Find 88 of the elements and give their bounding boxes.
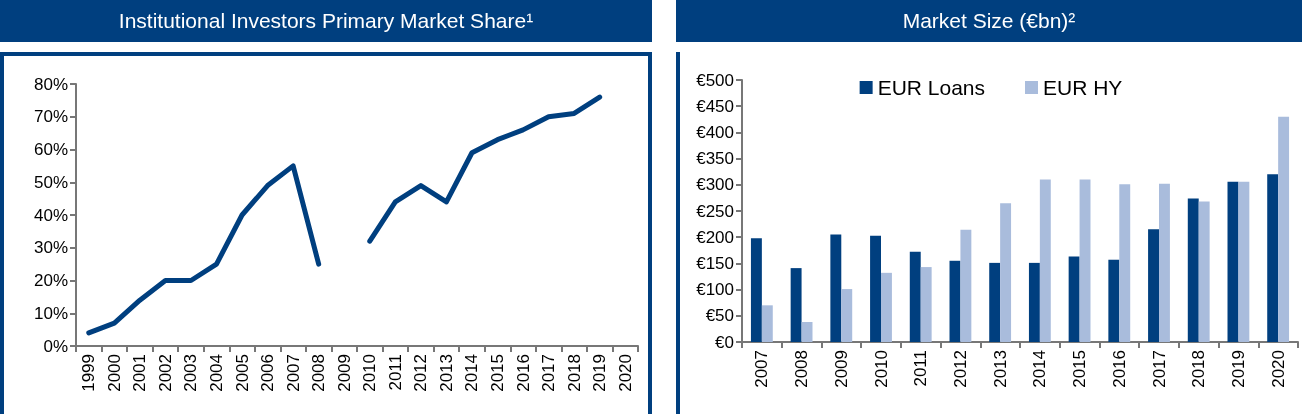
x-tick-label: 2020 xyxy=(615,354,635,392)
bar xyxy=(1198,201,1210,342)
bar xyxy=(761,305,773,342)
bar xyxy=(1119,184,1131,342)
x-tick-label: 2019 xyxy=(1228,350,1248,388)
x-tick-label: 2009 xyxy=(831,350,851,388)
y-tick-label: 80% xyxy=(33,74,68,94)
bar xyxy=(801,322,813,342)
chart-title: Institutional Investors Primary Market Share¹ xyxy=(0,0,652,42)
x-tick-label: 2011 xyxy=(385,354,405,391)
bar xyxy=(830,234,842,342)
bar xyxy=(1187,198,1199,342)
y-tick-label: 20% xyxy=(33,271,68,290)
bar xyxy=(841,289,853,342)
bar xyxy=(1159,183,1170,342)
bar xyxy=(909,251,921,342)
bar xyxy=(790,268,802,342)
bar xyxy=(1148,229,1159,342)
bar xyxy=(750,238,762,342)
y-tick-label: €400 xyxy=(696,122,734,142)
y-tick-label: 30% xyxy=(33,238,68,258)
x-tick-label: 2014 xyxy=(1030,350,1050,388)
x-tick-label: 2012 xyxy=(411,354,431,392)
bar xyxy=(989,262,1001,342)
x-tick-label: 2013 xyxy=(436,354,456,392)
x-tick-label: 2000 xyxy=(104,354,124,392)
y-tick-label: 0% xyxy=(43,336,68,356)
bar xyxy=(881,272,892,342)
y-tick-label: 50% xyxy=(33,172,68,192)
bar xyxy=(920,267,932,342)
bar xyxy=(870,235,881,342)
bar xyxy=(1238,181,1250,342)
bar xyxy=(1028,262,1040,342)
x-tick-label: 2005 xyxy=(232,354,252,392)
x-tick-label: 1999 xyxy=(79,354,99,392)
x-tick-label: 2020 xyxy=(1268,350,1288,388)
y-tick-label: €250 xyxy=(696,201,734,221)
x-tick-label: 2003 xyxy=(181,354,201,392)
bar xyxy=(1227,181,1239,342)
x-tick-label: 2006 xyxy=(258,354,278,392)
legend-label: EUR Loans xyxy=(877,76,986,99)
x-tick-label: 2009 xyxy=(334,354,354,392)
x-tick-label: 2019 xyxy=(590,354,610,392)
bar xyxy=(949,260,961,342)
y-tick-label: 40% xyxy=(33,205,68,225)
x-tick-label: 2018 xyxy=(564,354,584,392)
x-tick-label: 2012 xyxy=(950,350,970,388)
y-tick-label: 60% xyxy=(33,140,68,159)
x-tick-label: 2017 xyxy=(1149,350,1169,388)
y-tick-label: €200 xyxy=(696,227,734,247)
y-tick-label: €50 xyxy=(705,306,734,326)
x-tick-label: 2010 xyxy=(360,354,380,392)
x-tick-label: 2008 xyxy=(309,354,329,392)
x-tick-label: 2002 xyxy=(155,354,175,392)
x-tick-label: 2008 xyxy=(792,350,812,388)
x-tick-label: 2014 xyxy=(462,354,482,392)
x-tick-label: 2010 xyxy=(871,350,891,388)
x-tick-label: 2007 xyxy=(752,350,772,388)
y-tick-label: €0 xyxy=(715,332,734,352)
x-tick-label: 2016 xyxy=(513,354,533,392)
bar xyxy=(1039,179,1051,342)
y-tick-label: €150 xyxy=(696,253,734,273)
legend-label: EUR HY xyxy=(1043,76,1123,99)
x-tick-label: 2007 xyxy=(283,354,303,392)
x-tick-label: 2015 xyxy=(1070,350,1090,388)
bar xyxy=(1278,116,1290,342)
bar xyxy=(1068,256,1080,342)
bar xyxy=(1267,174,1279,342)
bar xyxy=(1000,203,1012,342)
y-tick-label: €350 xyxy=(696,149,734,169)
y-tick-label: 70% xyxy=(33,107,68,127)
chart-title: Market Size (€bn)² xyxy=(676,0,1302,42)
x-tick-label: 2017 xyxy=(539,354,559,392)
x-tick-label: 2018 xyxy=(1189,350,1209,388)
bar xyxy=(1108,259,1120,342)
bar xyxy=(960,229,972,342)
y-tick-label: €300 xyxy=(696,175,734,195)
x-tick-label: 2015 xyxy=(488,354,507,392)
y-tick-label: €450 xyxy=(696,96,734,116)
x-tick-label: 2013 xyxy=(990,350,1010,388)
bar xyxy=(1079,179,1091,342)
x-tick-label: 2004 xyxy=(207,354,226,392)
y-tick-label: 10% xyxy=(33,303,68,323)
x-tick-label: 2011 xyxy=(911,350,931,387)
y-tick-label: €500 xyxy=(696,70,734,90)
x-tick-label: 2001 xyxy=(130,354,150,392)
x-tick-label: 2016 xyxy=(1109,350,1129,388)
y-tick-label: €100 xyxy=(696,280,734,300)
